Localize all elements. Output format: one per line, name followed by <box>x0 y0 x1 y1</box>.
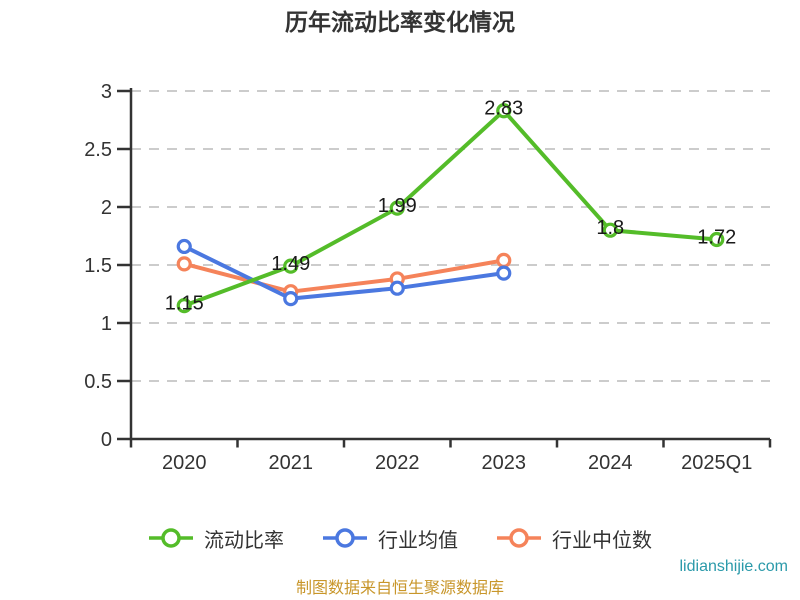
legend-item-industry-mean[interactable]: 行业均值 <box>322 524 458 553</box>
y-tick-label: 1 <box>101 313 112 335</box>
y-tick-label: 3 <box>101 81 112 103</box>
series-line <box>182 258 506 294</box>
x-tick-label: 2021 <box>269 452 314 474</box>
data-point-marker <box>176 256 192 272</box>
data-point-marker <box>283 258 299 274</box>
x-tick-label: 2023 <box>482 452 527 474</box>
legend-line-marker-icon <box>497 528 541 548</box>
data-point-marker <box>283 291 299 307</box>
data-point-label: 1.99 <box>378 195 417 217</box>
watermark: lidianshijie.com <box>679 558 789 575</box>
x-tick-label: 2020 <box>162 452 207 474</box>
data-point-marker <box>389 280 405 296</box>
y-tick-label: 2.5 <box>84 139 112 161</box>
x-tick-label: 2024 <box>588 452 633 474</box>
series-line <box>182 108 719 308</box>
legend-item-current-ratio[interactable]: 流动比率 <box>148 524 284 553</box>
y-tick-label: 1.5 <box>84 255 112 277</box>
data-point-label: 1.15 <box>165 293 204 315</box>
data-point-marker <box>176 238 192 255</box>
y-tick-label: 0.5 <box>84 371 112 393</box>
data-point-marker <box>496 252 512 268</box>
data-point-marker <box>709 231 725 248</box>
legend-line-marker-icon <box>323 528 367 548</box>
data-point-marker <box>602 222 618 238</box>
data-point-marker <box>176 298 192 314</box>
data-point-marker <box>389 200 405 216</box>
legend-item-industry-median[interactable]: 行业中位数 <box>496 524 652 553</box>
data-point-label: 1.72 <box>697 226 736 248</box>
legend-label: 行业均值 <box>378 529 458 552</box>
x-tick-label: 2022 <box>375 452 420 474</box>
legend-label: 行业中位数 <box>552 529 652 552</box>
data-point-marker <box>496 265 512 281</box>
x-tick-label: 2025Q1 <box>681 452 752 474</box>
data-point-marker <box>496 103 512 119</box>
data-source-caption: 制图数据来自恒生聚源数据库 <box>295 580 504 597</box>
legend-label: 流动比率 <box>204 529 284 552</box>
y-tick-label: 0 <box>101 429 112 451</box>
legend: 流动比率 行业均值 行业中位数 <box>0 518 800 558</box>
data-point-label: 1.49 <box>271 253 310 275</box>
data-point-label: 1.8 <box>596 217 624 239</box>
series-line <box>182 244 506 301</box>
data-point-label: 2.83 <box>484 98 523 120</box>
y-tick-label: 2 <box>101 197 112 219</box>
line-chart: 0 0.5 1 1.5 2 2.5 3 2020 2021 2022 2023 2024 2025Q1 1… <box>84 81 772 474</box>
legend-line-marker-icon <box>149 528 193 548</box>
chart-title: 历年流动比率变化情况 <box>285 9 515 35</box>
